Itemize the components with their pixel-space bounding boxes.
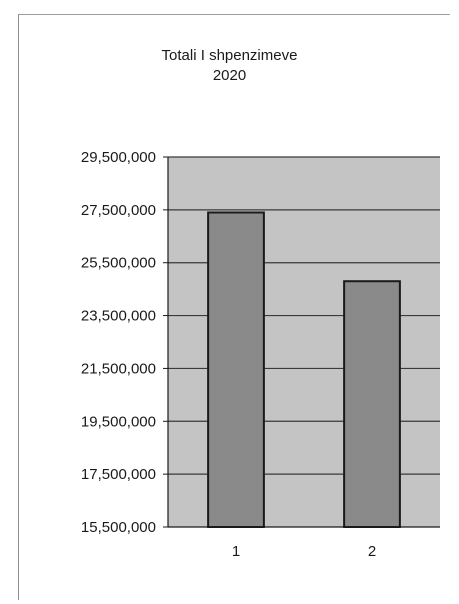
chart-title-block: Totali I shpenzimeve 2020	[0, 46, 459, 86]
bar-1	[207, 211, 265, 528]
y-tick-label: 21,500,000	[81, 360, 156, 377]
bar-2	[343, 280, 401, 529]
y-tick-label: 19,500,000	[81, 413, 156, 430]
axes	[167, 157, 440, 528]
y-tick-label: 25,500,000	[81, 255, 156, 272]
x-tick-label: 2	[368, 543, 376, 560]
y-axis-ticks: 15,500,000 17,500,000 19,500,000 21,500,000…	[81, 149, 168, 536]
y-tick-label: 23,500,000	[81, 308, 156, 325]
x-tick-label: 1	[232, 543, 240, 560]
y-tick-label: 15,500,000	[81, 519, 156, 536]
chart-subtitle: 2020	[212, 67, 247, 84]
y-tick-label: 17,500,000	[81, 466, 156, 483]
y-tick-label: 27,500,000	[81, 202, 156, 219]
y-tick-label: 29,500,000	[81, 149, 156, 166]
chart-title: Totali I shpenzimeve	[161, 47, 298, 64]
bars	[207, 211, 401, 529]
